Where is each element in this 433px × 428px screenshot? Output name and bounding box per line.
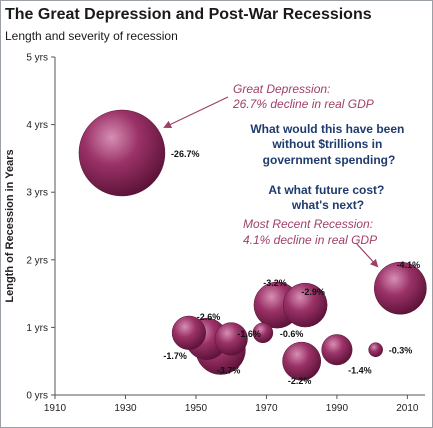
bubble <box>252 322 274 344</box>
chart-title: The Great Depression and Post-War Recess… <box>5 6 372 23</box>
data-label: -2.2% <box>288 376 312 386</box>
data-label: -0.3% <box>389 346 413 356</box>
annotation-question-line1: What would this have been <box>250 122 404 136</box>
y-tick-label: 4 yrs <box>26 120 48 131</box>
x-tick-label: 1950 <box>185 403 208 414</box>
data-label: -1.6% <box>237 329 261 339</box>
data-label: -3.2% <box>263 278 287 288</box>
annotation-gd-line2: 26.7% decline in real GDP <box>232 97 374 111</box>
y-tick-label: 0 yrs <box>26 391 48 402</box>
chart-subtitle: Length and severity of recession <box>5 29 178 43</box>
y-axis-label: Length of Recession in Years <box>4 149 16 302</box>
annotation-question: What would this have been without $trill… <box>250 122 407 167</box>
bubble <box>368 342 383 358</box>
y-tick-label: 3 yrs <box>26 188 48 199</box>
data-label: -1.7% <box>163 351 187 361</box>
annotation-recent-line1: Most Recent Recession: <box>243 217 373 231</box>
bubble <box>282 341 322 381</box>
arrow-recent-recession <box>355 242 379 268</box>
data-label: -3.7% <box>217 366 241 376</box>
y-tick-label: 5 yrs <box>26 53 48 64</box>
x-tick-label: 1990 <box>326 403 349 414</box>
data-label: -0.6% <box>280 329 304 339</box>
annotation-question-line3: government spending? <box>263 153 396 167</box>
data-label: -1.4% <box>348 366 372 376</box>
annotations: Great Depression: 26.7% decline in real … <box>163 82 407 268</box>
bubble <box>282 282 328 328</box>
x-tick-label: 1910 <box>44 403 67 414</box>
x-tick-label: 1970 <box>255 403 278 414</box>
bubble <box>78 109 166 197</box>
y-tick-label: 1 yrs <box>26 323 48 334</box>
bubble <box>321 334 353 366</box>
bubble <box>373 261 427 315</box>
y-ticks: 0 yrs 1 yrs 2 yrs 3 yrs 4 yrs 5 yrs <box>26 53 55 402</box>
annotation-recent-recession: Most Recent Recession: 4.1% decline in r… <box>243 217 377 247</box>
annotation-great-depression: Great Depression: 26.7% decline in real … <box>232 82 374 111</box>
annotation-cost-line1: At what future cost? <box>268 183 384 197</box>
annotation-gd-line1: Great Depression: <box>233 82 330 96</box>
bubble <box>214 322 248 356</box>
annotation-cost-line2: what's next? <box>291 198 364 212</box>
data-label: -2.9% <box>301 287 325 297</box>
data-label: -4.1% <box>397 260 421 270</box>
annotation-cost: At what future cost? what's next? <box>268 183 387 212</box>
data-labels: -26.7% -1.7% -2.6% -3.7% -1.6% -0.6% -3.2% -2.2… <box>163 149 420 386</box>
y-tick-label: 2 yrs <box>26 255 48 266</box>
arrow-great-depression <box>163 96 229 129</box>
annotation-question-line2: without $trillions in <box>271 137 382 151</box>
bubbles <box>78 109 427 381</box>
x-ticks: 1910 1930 1950 1970 1990 2010 <box>44 395 419 414</box>
x-tick-label: 2010 <box>396 403 419 414</box>
data-label: -26.7% <box>171 149 200 159</box>
data-label: -2.6% <box>197 312 221 322</box>
x-tick-label: 1930 <box>114 403 137 414</box>
bubble <box>171 315 206 350</box>
annotation-recent-line2: 4.1% decline in real GDP <box>243 233 377 247</box>
